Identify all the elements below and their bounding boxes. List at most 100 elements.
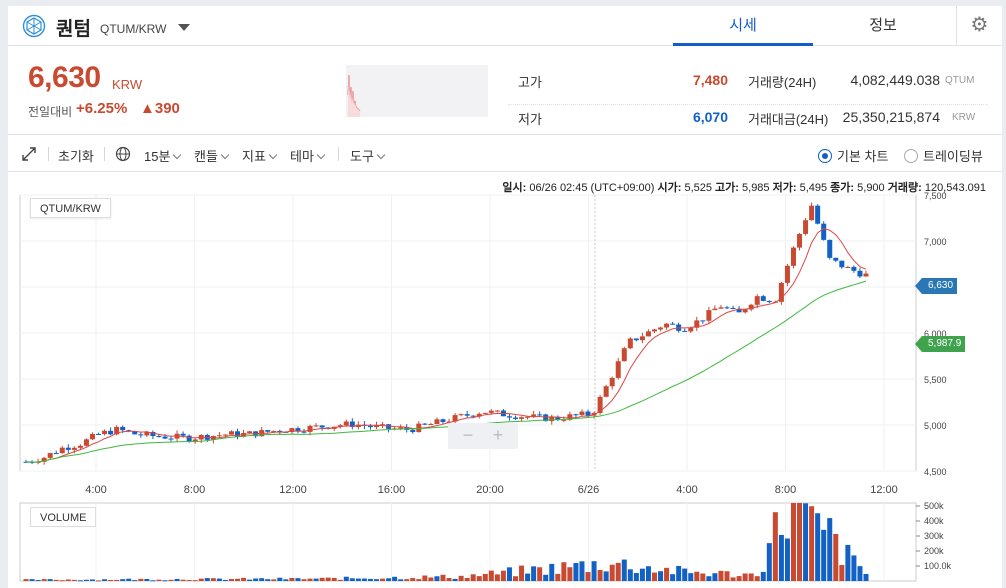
- volume-bar: [343, 576, 349, 581]
- candle-body: [108, 430, 114, 435]
- price-tick-label: 7,500: [924, 191, 947, 201]
- volume-bar: [83, 579, 89, 581]
- candle-body: [380, 424, 386, 426]
- candle-body: [561, 419, 567, 421]
- candle-label: 캔들: [194, 149, 218, 164]
- volume-bar: [790, 503, 796, 581]
- volume-bar: [621, 559, 627, 581]
- theme-dropdown[interactable]: 테마: [290, 146, 326, 165]
- candle-body: [295, 428, 301, 432]
- zoom-in-button[interactable]: +: [492, 425, 504, 445]
- coin-select-chevron-icon[interactable]: [178, 24, 190, 31]
- volume-bar: [162, 580, 168, 582]
- volume-bar: [96, 580, 102, 582]
- candle-body: [53, 453, 59, 455]
- volume-bar: [361, 578, 367, 581]
- volume-bar: [174, 578, 180, 581]
- candle-body: [700, 320, 706, 322]
- volume-bar: [319, 577, 325, 581]
- candle-body: [59, 447, 65, 454]
- volume-bar: [325, 577, 331, 581]
- volume-bar: [797, 503, 803, 581]
- candle-body: [168, 438, 174, 440]
- volume-bar: [59, 580, 65, 582]
- chevron-down-icon: [268, 150, 278, 160]
- stats-divider: [508, 104, 988, 105]
- volume-bar: [337, 579, 343, 581]
- candle-body: [549, 416, 555, 422]
- candle-dropdown[interactable]: 캔들: [194, 146, 230, 165]
- volume-bar: [265, 579, 271, 581]
- indicator-dropdown[interactable]: 지표: [242, 146, 278, 165]
- ohlc-low-value: 5,495: [799, 182, 828, 194]
- time-tick-label: 8:00: [184, 484, 205, 496]
- candle-body: [658, 327, 664, 330]
- volume-bar: [500, 570, 506, 581]
- candle-body: [742, 309, 748, 313]
- volume-bar: [53, 579, 59, 581]
- basic-chart-radio[interactable]: 기본 차트: [818, 146, 888, 165]
- volume-bar: [114, 579, 120, 581]
- candle-body: [615, 361, 621, 378]
- chart-area[interactable]: 일시: 06/26 02:45 (UTC+09:00) 시가: 5,525 고가…: [8, 173, 1002, 588]
- candle-body: [857, 270, 863, 277]
- volume-bar: [416, 579, 422, 581]
- candle-body: [319, 425, 325, 428]
- volume-bar: [531, 566, 537, 581]
- volume-bar: [77, 580, 83, 582]
- basic-chart-label: 기본 차트: [837, 149, 889, 164]
- candle-body: [265, 430, 271, 432]
- volume-tick-label: 400k: [924, 516, 944, 526]
- gear-icon[interactable]: ⚙: [956, 6, 1002, 46]
- globe-icon[interactable]: [115, 146, 131, 162]
- volume-bar: [766, 543, 772, 581]
- candle-body: [247, 431, 253, 434]
- volume-bar: [386, 578, 392, 581]
- volume-bar: [658, 571, 664, 581]
- volume-bar: [555, 573, 561, 581]
- candle-body: [464, 414, 470, 416]
- volume-bar: [494, 574, 500, 581]
- candle-body: [730, 308, 736, 310]
- volume-bar: [718, 570, 724, 581]
- candle-body: [790, 247, 796, 266]
- tab-info[interactable]: 정보: [869, 17, 897, 34]
- app: 퀀텀 QTUM/KRW 시세 정보 ⚙ 6,630 KRW 전일대비 +6.25…: [8, 6, 1002, 588]
- volume-label: VOLUME: [30, 507, 97, 527]
- volume-bar: [283, 579, 289, 581]
- candle-body: [627, 338, 633, 349]
- moving-average-slow-line: [25, 280, 867, 463]
- volume-bar: [724, 571, 730, 581]
- tradingview-radio[interactable]: 트레이딩뷰: [904, 146, 983, 165]
- chevron-down-icon: [316, 150, 326, 160]
- change-label: 전일대비: [28, 105, 73, 119]
- candle-body: [301, 431, 307, 433]
- time-tick-label: 16:00: [378, 484, 406, 496]
- tradingview-label: 트레이딩뷰: [923, 149, 983, 164]
- candle-body: [706, 310, 712, 321]
- volume-bar: [645, 566, 651, 581]
- expand-icon[interactable]: [22, 147, 36, 161]
- tools-dropdown[interactable]: 도구: [350, 146, 386, 165]
- tab-market[interactable]: 시세: [673, 6, 813, 46]
- candle-body: [718, 307, 724, 309]
- candle-body: [434, 419, 440, 425]
- volume-bar: [138, 578, 144, 581]
- zoom-out-button[interactable]: −: [462, 425, 474, 445]
- price-chart[interactable]: 7,5007,0006,5006,0005,5005,0004,5004:008…: [8, 173, 1002, 588]
- candle-body: [519, 417, 525, 419]
- volume-bar: [615, 562, 621, 581]
- candle-body: [428, 424, 434, 426]
- candle-body: [543, 414, 549, 422]
- volume-bar: [712, 573, 718, 581]
- candle-body: [138, 434, 144, 436]
- reset-button[interactable]: 초기화: [58, 149, 94, 164]
- interval-dropdown[interactable]: 15분: [144, 146, 182, 165]
- volume-bar: [349, 578, 355, 581]
- last-price-tag: 6,630: [914, 278, 958, 294]
- volume-bar: [241, 577, 247, 581]
- volume-bar: [488, 570, 494, 581]
- candle-body: [126, 430, 132, 432]
- candle-body: [488, 410, 494, 413]
- chevron-down-icon: [173, 150, 182, 160]
